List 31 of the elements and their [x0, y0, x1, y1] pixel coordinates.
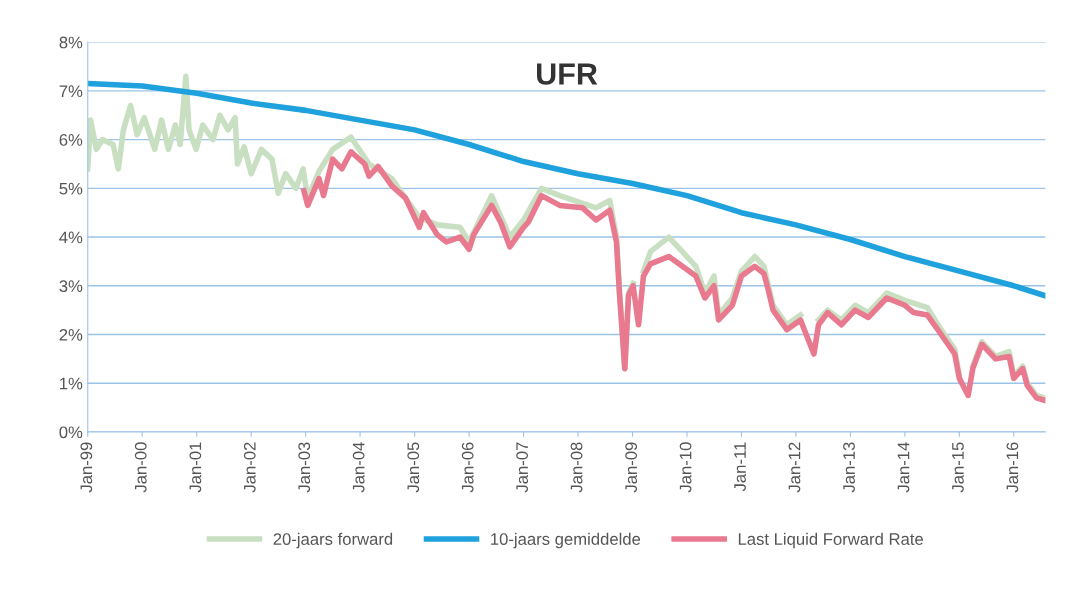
legend-label: Last Liquid Forward Rate	[738, 532, 923, 549]
y-tick-label: 7%	[59, 85, 83, 98]
y-tick-label: 0%	[59, 426, 83, 439]
x-tick-label: Jan-08	[570, 442, 583, 493]
x-tick-label: Jan-00	[134, 442, 147, 493]
y-tick-label: 3%	[59, 280, 83, 292]
x-tick-label: Jan-15	[952, 442, 964, 493]
y-tick-label: 2%	[59, 328, 83, 341]
x-tick-label: Jan-07	[516, 442, 529, 493]
x-tick-label: Jan-16	[1006, 442, 1019, 493]
y-tick-label: 8%	[59, 36, 83, 49]
x-tick-label: Jan-02	[243, 442, 256, 493]
x-tick-label: Jan-99	[80, 442, 93, 493]
x-tick-label: Jan-12	[788, 442, 801, 493]
y-tick-label: 5%	[59, 182, 83, 195]
x-tick-label: Jan-06	[461, 442, 474, 493]
x-tick-label: Jan-09	[625, 442, 638, 493]
legend-label: 10-jaars gemiddelde	[491, 532, 641, 549]
y-tick-label: 6%	[59, 134, 83, 146]
x-tick-label: Jan-14	[897, 442, 910, 493]
x-tick-label: Jan-11	[734, 442, 746, 492]
x-tick-label: Jan-05	[407, 442, 420, 493]
y-tick-label: 1%	[60, 377, 83, 390]
legend-label: 20-jaars forward	[273, 532, 393, 549]
x-tick-label: Jan-10	[679, 442, 692, 493]
x-tick-label: Jan-03	[298, 442, 311, 493]
text: UFR	[537, 63, 598, 85]
x-tick-label: Jan-04	[352, 442, 365, 493]
y-tick-label: 4%	[59, 231, 83, 244]
x-tick-label: Jan-13	[843, 442, 855, 493]
x-tick-label: Jan-01	[189, 442, 202, 493]
